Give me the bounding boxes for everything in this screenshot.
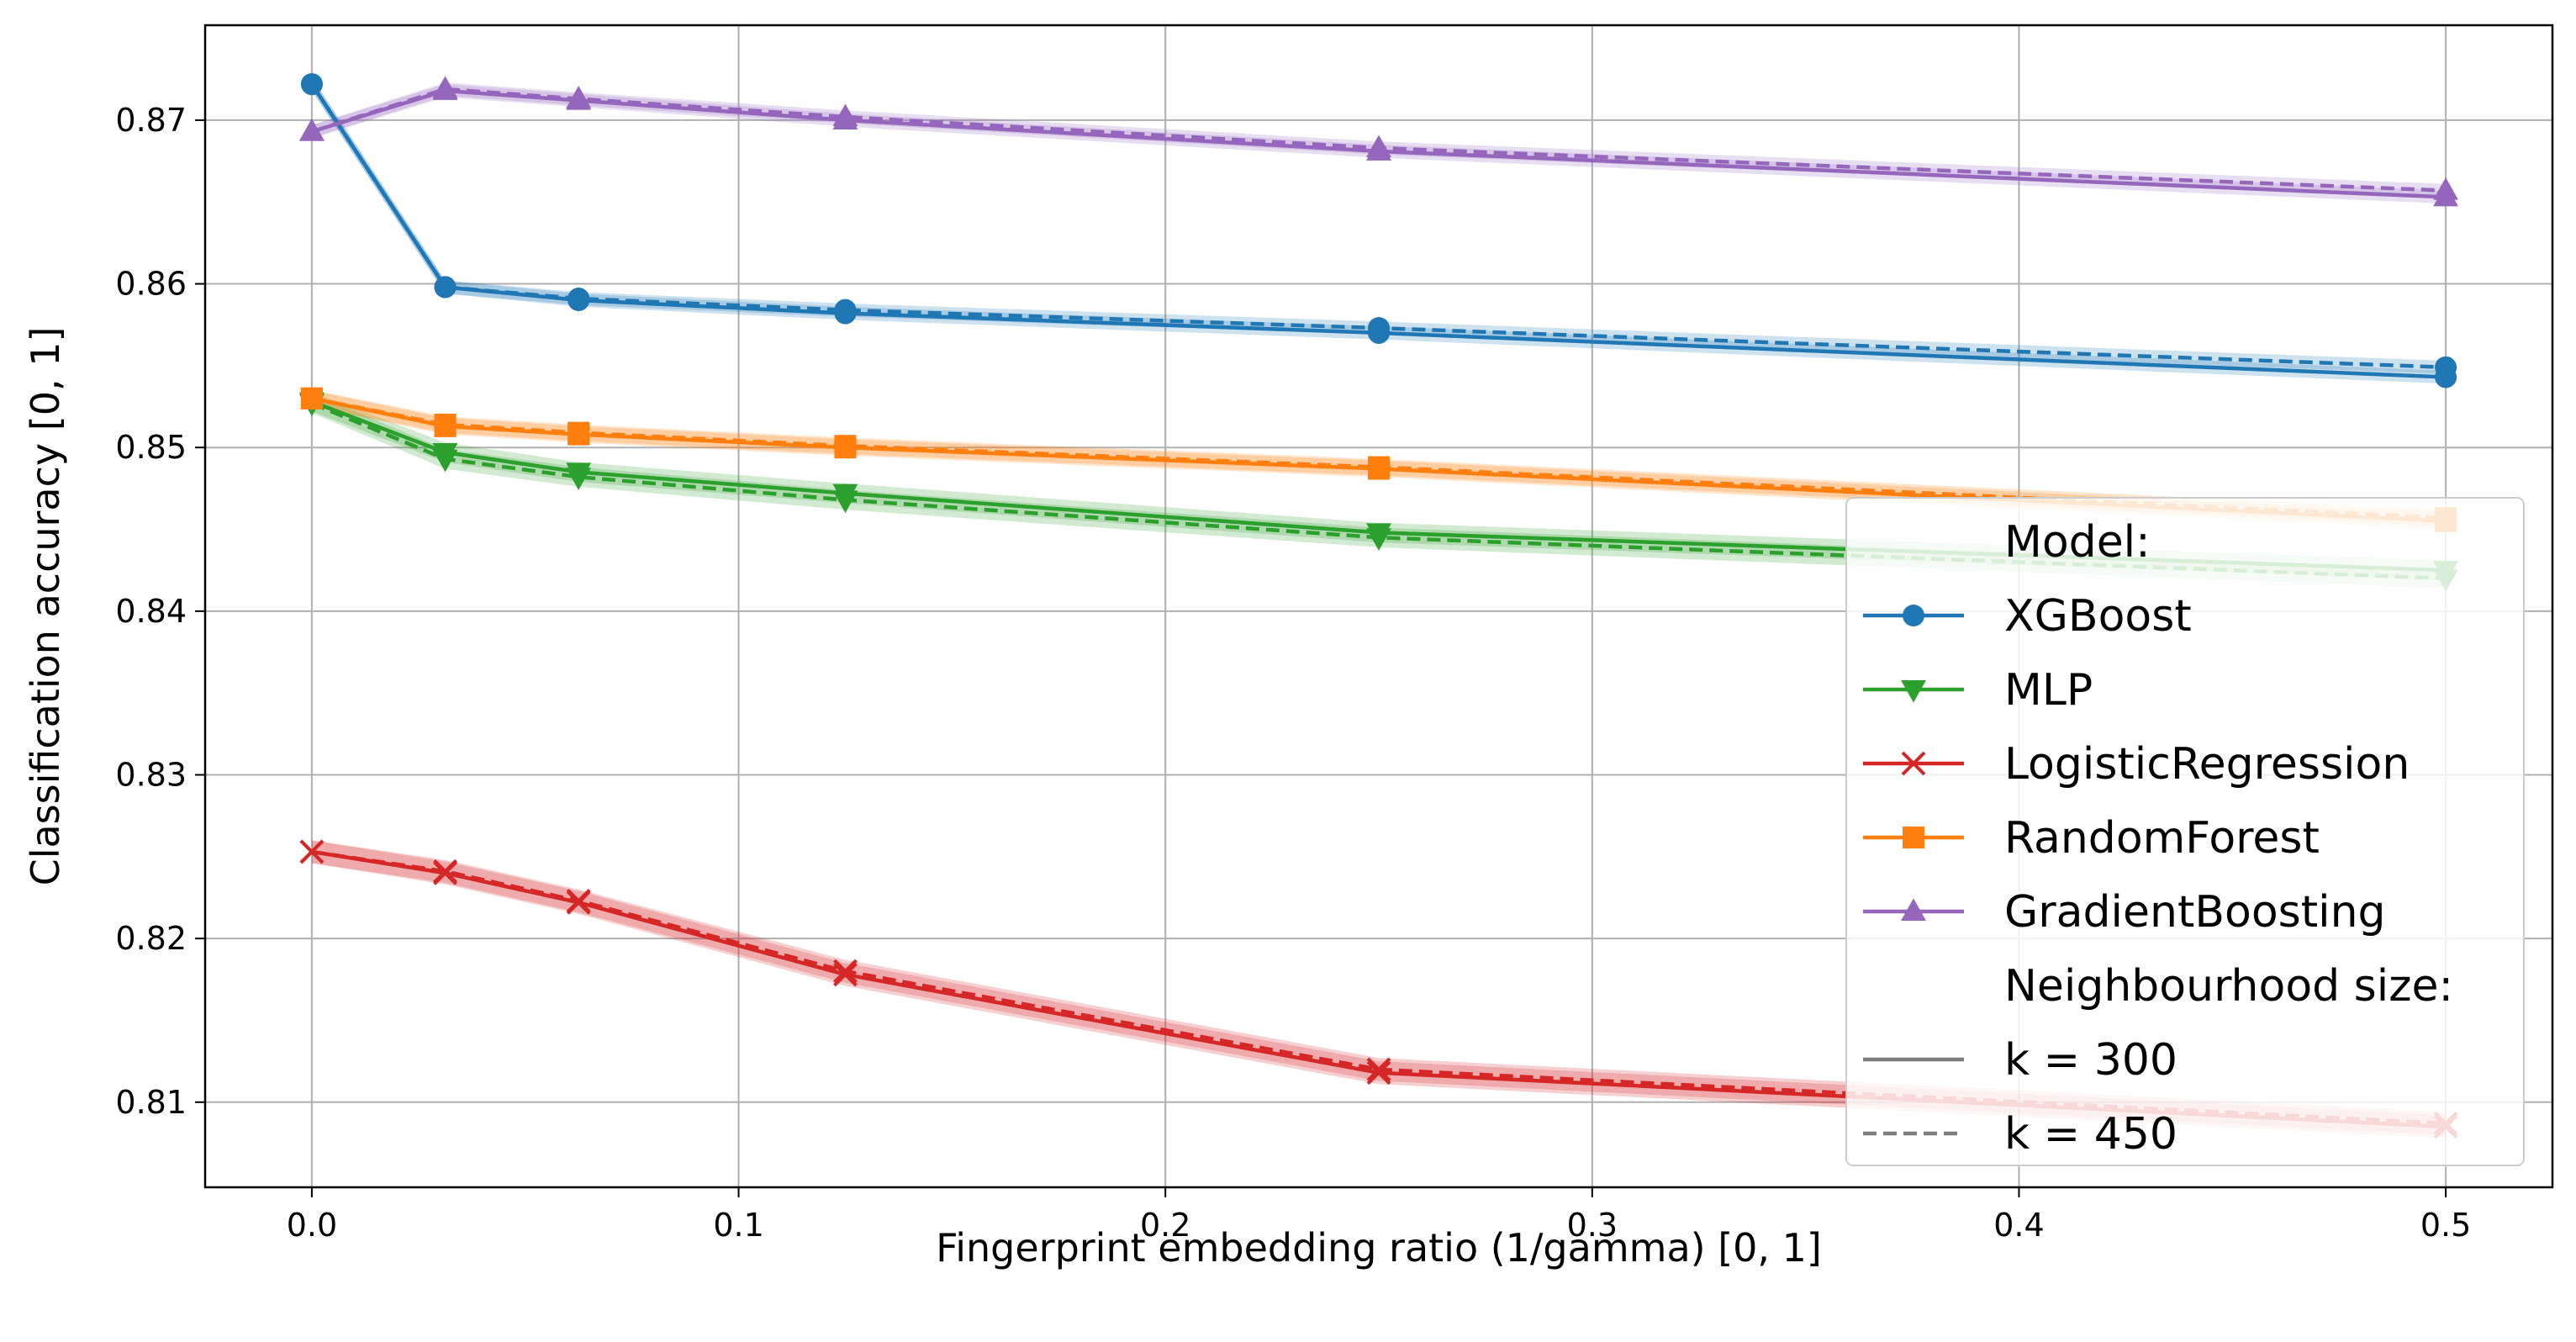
xgboost-point [300,73,323,96]
legend-entry-xgboost: XGBoost [2004,591,2192,642]
legend-swatch-marker [1903,827,1924,848]
y-tick-label: 0.82 [115,920,187,957]
x-tick-label: 0.2 [1140,1207,1190,1244]
randomforest-point [834,435,857,457]
legend-entry-k-1: k = 450 [2004,1109,2177,1160]
x-tick-label: 0.3 [1567,1207,1618,1244]
legend-entry-mlp: MLP [2004,665,2093,716]
gradientboosting-point [832,103,858,127]
y-tick-label: 0.83 [115,756,187,793]
y-tick-label: 0.81 [115,1084,187,1121]
randomforest-line-k450 [311,396,2447,520]
xgboost-point [1368,317,1390,340]
logisticregression-point [833,962,858,987]
gradientboosting-line-k450 [311,87,2447,193]
x-tick-label: 0.0 [287,1207,337,1244]
xgboost-point [834,299,857,321]
legend: Model: XGBoost MLP LogisticRegression Random… [1845,497,2525,1166]
y-tick-label: 0.85 [115,429,187,466]
legend-title-model: Model: [2004,517,2151,568]
logisticregression-point [299,839,325,864]
gradientboosting-point [1366,135,1391,158]
legend-box [1845,497,2525,1166]
gradientboosting-point [432,76,458,98]
randomforest-point [300,387,323,409]
legend-entry-k-0: k = 300 [2004,1035,2177,1086]
gradientboosting-line-k300 [311,88,2447,199]
logisticregression-line-k450 [311,849,2447,1126]
logisticregression-point [1366,1060,1391,1086]
xgboost-point [434,276,457,299]
mlp-point [566,468,592,490]
legend-entry-randomforest: RandomForest [2004,813,2320,864]
legend-entry-logisticregression: LogisticRegression [2004,739,2410,790]
randomforest-point [434,413,457,436]
logisticregression-point [433,859,457,884]
mlp-line-k300 [311,399,2447,573]
x-tick-label: 0.4 [1993,1207,2044,1244]
y-axis-label: Classification accuracy [0, 1] [23,327,68,886]
logisticregression-point [833,959,858,984]
x-tick-label: 0.1 [713,1207,763,1244]
mlp-point [1366,528,1391,551]
mlp-line-k450 [311,401,2447,581]
legend-swatch-marker [1901,898,1926,922]
legend-swatch-marker [1903,605,1924,626]
y-tick-label: 0.86 [115,266,187,303]
legend-swatch-marker [1901,679,1926,703]
randomforest-point [1368,456,1390,478]
gradientboosting-point [2433,177,2459,200]
x-axis-label: Fingerprint embedding ratio (1/gamma) [0… [936,1225,1822,1271]
gradientboosting-point [566,85,592,108]
xgboost-point [2435,356,2457,378]
legend-title-neighbourhood: Neighbourhood size: [2004,961,2453,1012]
mlp-point [832,490,858,514]
randomforest-point [567,421,590,444]
gradientboosting-point [298,118,325,141]
xgboost-line-k450 [310,82,2447,370]
plot-frame [203,24,2554,1189]
logisticregression-point [566,888,591,913]
y-tick-label: 0.87 [115,102,187,139]
axis-ticks: 0.0 0.1 0.2 0.3 0.4 0.5 0.81 0.82 0.83 0.84 0.85 0.… [115,102,2471,1244]
xgboost-point [567,288,590,310]
x-tick-label: 0.5 [2420,1207,2471,1244]
mlp-point [432,449,458,473]
series-lines [310,82,2447,1129]
y-tick-label: 0.84 [115,593,187,630]
legend-swatch-marker [1901,751,1926,776]
legend-entry-gradientboosting: GradientBoosting [2004,887,2386,938]
logisticregression-point [1366,1057,1391,1082]
